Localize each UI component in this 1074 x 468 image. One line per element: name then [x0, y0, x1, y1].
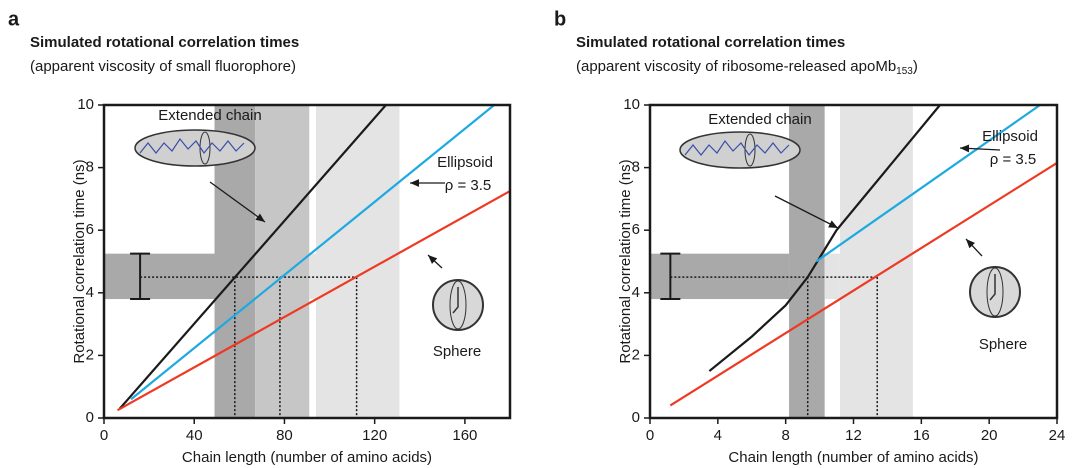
x-tick-label: 160 — [452, 427, 477, 444]
series-line — [130, 104, 495, 401]
chart-subtitle: (apparent viscosity of ribosome-released… — [576, 58, 918, 77]
ellipsoid-icon — [679, 131, 801, 169]
subtitle-part: ) — [913, 58, 918, 75]
arrow — [427, 254, 443, 269]
subtitle-part: (apparent viscosity of small fluorophore… — [30, 58, 296, 75]
sphere-inner — [986, 267, 1004, 317]
x-tick-label: 0 — [100, 427, 108, 444]
chain-icon — [139, 137, 245, 155]
y-tick-label: 6 — [86, 221, 94, 238]
chart-title: Simulated rotational correlation times — [30, 34, 299, 51]
vertical-band — [316, 105, 400, 418]
horizontal-band — [309, 253, 317, 300]
series-label: Ellipsoid — [982, 128, 1038, 145]
y-tick-label: 8 — [632, 159, 640, 176]
x-tick-label: 4 — [714, 427, 722, 444]
arrow — [774, 195, 839, 229]
sphere-inner — [449, 280, 467, 330]
series-label: Sphere — [979, 336, 1027, 353]
arrow — [209, 181, 266, 223]
panel-label: a — [8, 8, 20, 30]
panel: b Simulated rotational correlation times (… — [554, 8, 1065, 466]
x-tick-label: 120 — [362, 427, 387, 444]
y-tick-label: 4 — [86, 284, 94, 301]
y-tick-label: 10 — [77, 96, 94, 113]
series-label: Ellipsoid — [437, 154, 493, 171]
series-line — [116, 190, 511, 412]
series-label: Extended chain — [708, 111, 811, 128]
series-label: Sphere — [433, 343, 481, 360]
panel-label: b — [554, 8, 566, 30]
series-label: Extended chain — [158, 107, 261, 124]
y-tick-label: 10 — [623, 96, 640, 113]
x-axis-label: Chain length (number of amino acids) — [728, 449, 978, 466]
sphere-vector — [452, 287, 459, 314]
horizontal-band — [824, 253, 840, 300]
arrow — [959, 144, 1001, 153]
chart-title: Simulated rotational correlation times — [576, 34, 845, 51]
annotation: ρ = 3.5 — [990, 151, 1036, 168]
chain-icon — [684, 139, 790, 157]
y-axis-label: Rotational correlation time (ns) — [71, 159, 88, 363]
y-tick-label: 2 — [86, 346, 94, 363]
panel: a Simulated rotational correlation times (… — [8, 8, 512, 466]
x-tick-label: 20 — [981, 427, 998, 444]
x-tick-label: 16 — [913, 427, 930, 444]
arrow — [965, 238, 983, 257]
horizontal-band — [650, 253, 790, 300]
annotation: ρ = 3.5 — [445, 177, 491, 194]
y-tick-label: 8 — [86, 159, 94, 176]
sphere-vector — [989, 274, 996, 301]
series-line — [669, 161, 1058, 407]
chart-subtitle: (apparent viscosity of small fluorophore… — [30, 58, 296, 75]
y-tick-label: 2 — [632, 346, 640, 363]
y-axis-label: Rotational correlation time (ns) — [617, 159, 634, 363]
series-line — [815, 104, 1041, 263]
y-tick-label: 0 — [632, 409, 640, 426]
x-tick-label: 12 — [845, 427, 862, 444]
series-line — [118, 104, 387, 410]
subtitle-part: 153 — [896, 66, 913, 77]
x-tick-label: 40 — [186, 427, 203, 444]
x-tick-label: 0 — [646, 427, 654, 444]
y-tick-label: 6 — [632, 221, 640, 238]
y-tick-label: 4 — [632, 284, 640, 301]
x-tick-label: 80 — [276, 427, 293, 444]
x-tick-label: 8 — [781, 427, 789, 444]
subtitle-part: (apparent viscosity of ribosome-released… — [576, 58, 896, 75]
plot-frame — [102, 103, 512, 420]
plot-frame — [648, 103, 1059, 420]
horizontal-band — [104, 253, 215, 300]
x-axis-label: Chain length (number of amino acids) — [182, 449, 432, 466]
y-tick-label: 0 — [86, 409, 94, 426]
series-line — [708, 104, 941, 372]
x-tick-label: 24 — [1049, 427, 1066, 444]
ellipsoid-icon — [134, 129, 256, 167]
